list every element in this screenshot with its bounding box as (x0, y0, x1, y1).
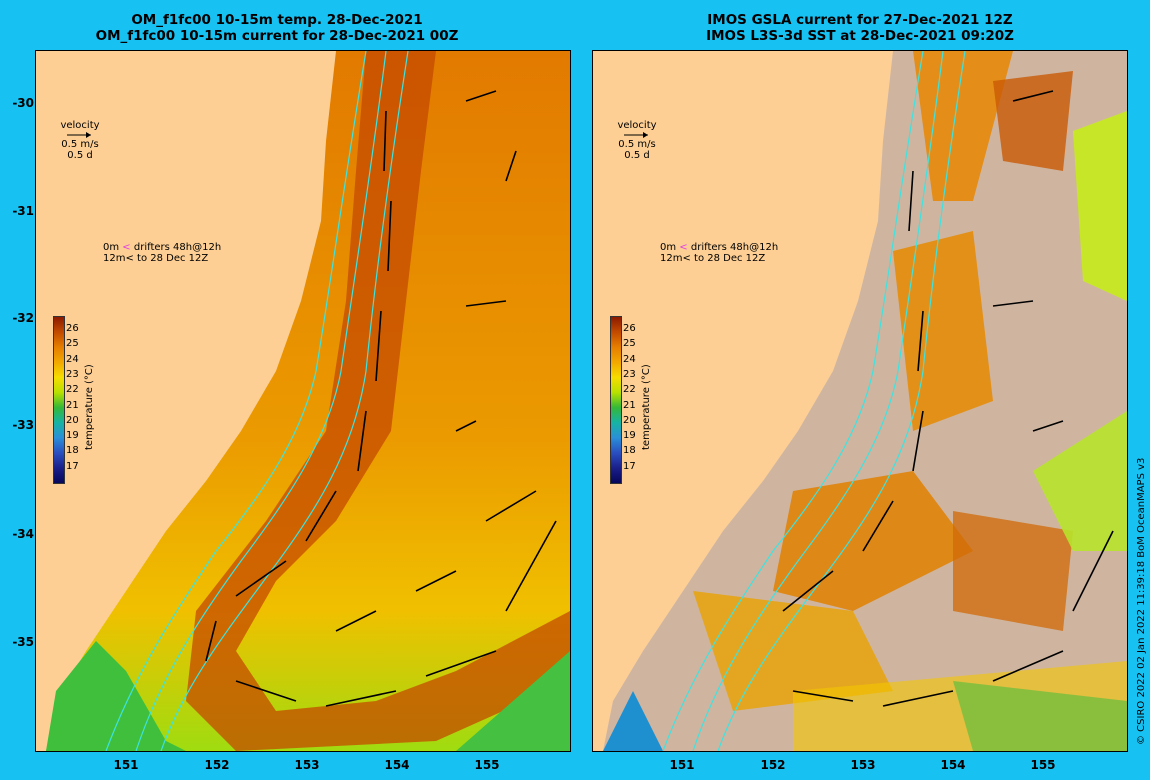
lon-label: 153 (294, 758, 320, 772)
colorbar-tick-label: 18 (623, 445, 636, 457)
credit-text: © CSIRO 2022 02 Jan 2022 11:39:18 BoM Oc… (1136, 457, 1147, 745)
left-title-line1: OM_f1fc00 10-15m temp. 28-Dec-2021 (131, 12, 423, 28)
colorbar-tick-label: 21 (66, 399, 79, 411)
lon-label: 152 (760, 758, 786, 772)
colorbar-tick-label: 22 (66, 384, 79, 396)
lon-label: 154 (940, 758, 966, 772)
right-map-svg (603, 51, 1127, 751)
left-cool-south (456, 651, 570, 751)
colorbar-tick-label: 26 (66, 323, 79, 334)
colorbar-tick-label: 19 (623, 430, 636, 442)
colorbar-tick-label: 21 (623, 399, 636, 411)
lon-label: 152 (204, 758, 230, 772)
left-current-arrows (205, 90, 557, 707)
colorbar-tick-label: 26 (623, 323, 636, 334)
left-cool-shelf (46, 641, 186, 751)
drifter-legend: 0m < drifters 48h@12h 12m< to 28 Dec 12Z (103, 242, 222, 264)
left-map-svg (46, 51, 570, 751)
lon-label: 151 (113, 758, 139, 772)
right-panel-title: IMOS GSLA current for 27-Dec-2021 12Z IM… (620, 12, 1100, 44)
colorbar-title: temperature (°C) (641, 364, 652, 450)
colorbar-tick-label: 19 (66, 430, 79, 442)
colorbar-left (53, 316, 65, 484)
colorbar-tick-label: 24 (623, 353, 636, 365)
left-contour-1 (105, 51, 367, 751)
lat-label: -33 (12, 418, 34, 432)
drifter-legend: 0m < drifters 48h@12h 12m< to 28 Dec 12Z (660, 242, 779, 264)
right-title-line2: IMOS L3S-3d SST at 28-Dec-2021 09:20Z (706, 28, 1014, 44)
colorbar-tick-label: 20 (623, 414, 636, 426)
left-panel-title: OM_f1fc00 10-15m temp. 28-Dec-2021 OM_f1… (37, 12, 517, 44)
right-sst-patches (603, 51, 1127, 751)
left-contour-2 (135, 51, 387, 751)
colorbar-tick-label: 17 (66, 460, 79, 472)
velocity-legend: velocity 0.5 m/s 0.5 d (60, 120, 100, 161)
lat-label: -31 (12, 204, 34, 218)
lon-label: 155 (474, 758, 500, 772)
lat-label: -34 (12, 527, 34, 541)
lon-label: 153 (850, 758, 876, 772)
right-contour-2 (692, 51, 944, 751)
left-contour-3 (160, 51, 409, 751)
lat-label: -32 (12, 311, 34, 325)
colorbar-tick-label: 17 (623, 460, 636, 472)
lat-label: -35 (12, 635, 34, 649)
colorbar-tick-label: 25 (623, 338, 636, 350)
colorbar-tick-label: 20 (66, 414, 79, 426)
left-warm-current (186, 51, 570, 751)
right-title-line1: IMOS GSLA current for 27-Dec-2021 12Z (707, 12, 1013, 28)
colorbar-title: temperature (°C) (84, 364, 95, 450)
left-title-line2: OM_f1fc00 10-15m current for 28-Dec-2021… (95, 28, 459, 44)
lat-label: -30 (12, 96, 34, 110)
colorbar-tick-label: 24 (66, 353, 79, 365)
right-map-panel (592, 50, 1128, 752)
right-contour-1 (662, 51, 924, 751)
colorbar-tick-label: 23 (66, 368, 79, 380)
lon-label: 154 (384, 758, 410, 772)
velocity-legend: velocity 0.5 m/s 0.5 d (617, 120, 657, 161)
colorbar-right (610, 316, 622, 484)
right-current-arrows (782, 90, 1114, 707)
lon-label: 151 (669, 758, 695, 772)
lon-label: 155 (1030, 758, 1056, 772)
right-contour-3 (717, 51, 966, 751)
colorbar-tick-label: 25 (66, 338, 79, 350)
colorbar-tick-label: 23 (623, 368, 636, 380)
colorbar-tick-label: 22 (623, 384, 636, 396)
colorbar-tick-label: 18 (66, 445, 79, 457)
left-map-panel (35, 50, 571, 752)
